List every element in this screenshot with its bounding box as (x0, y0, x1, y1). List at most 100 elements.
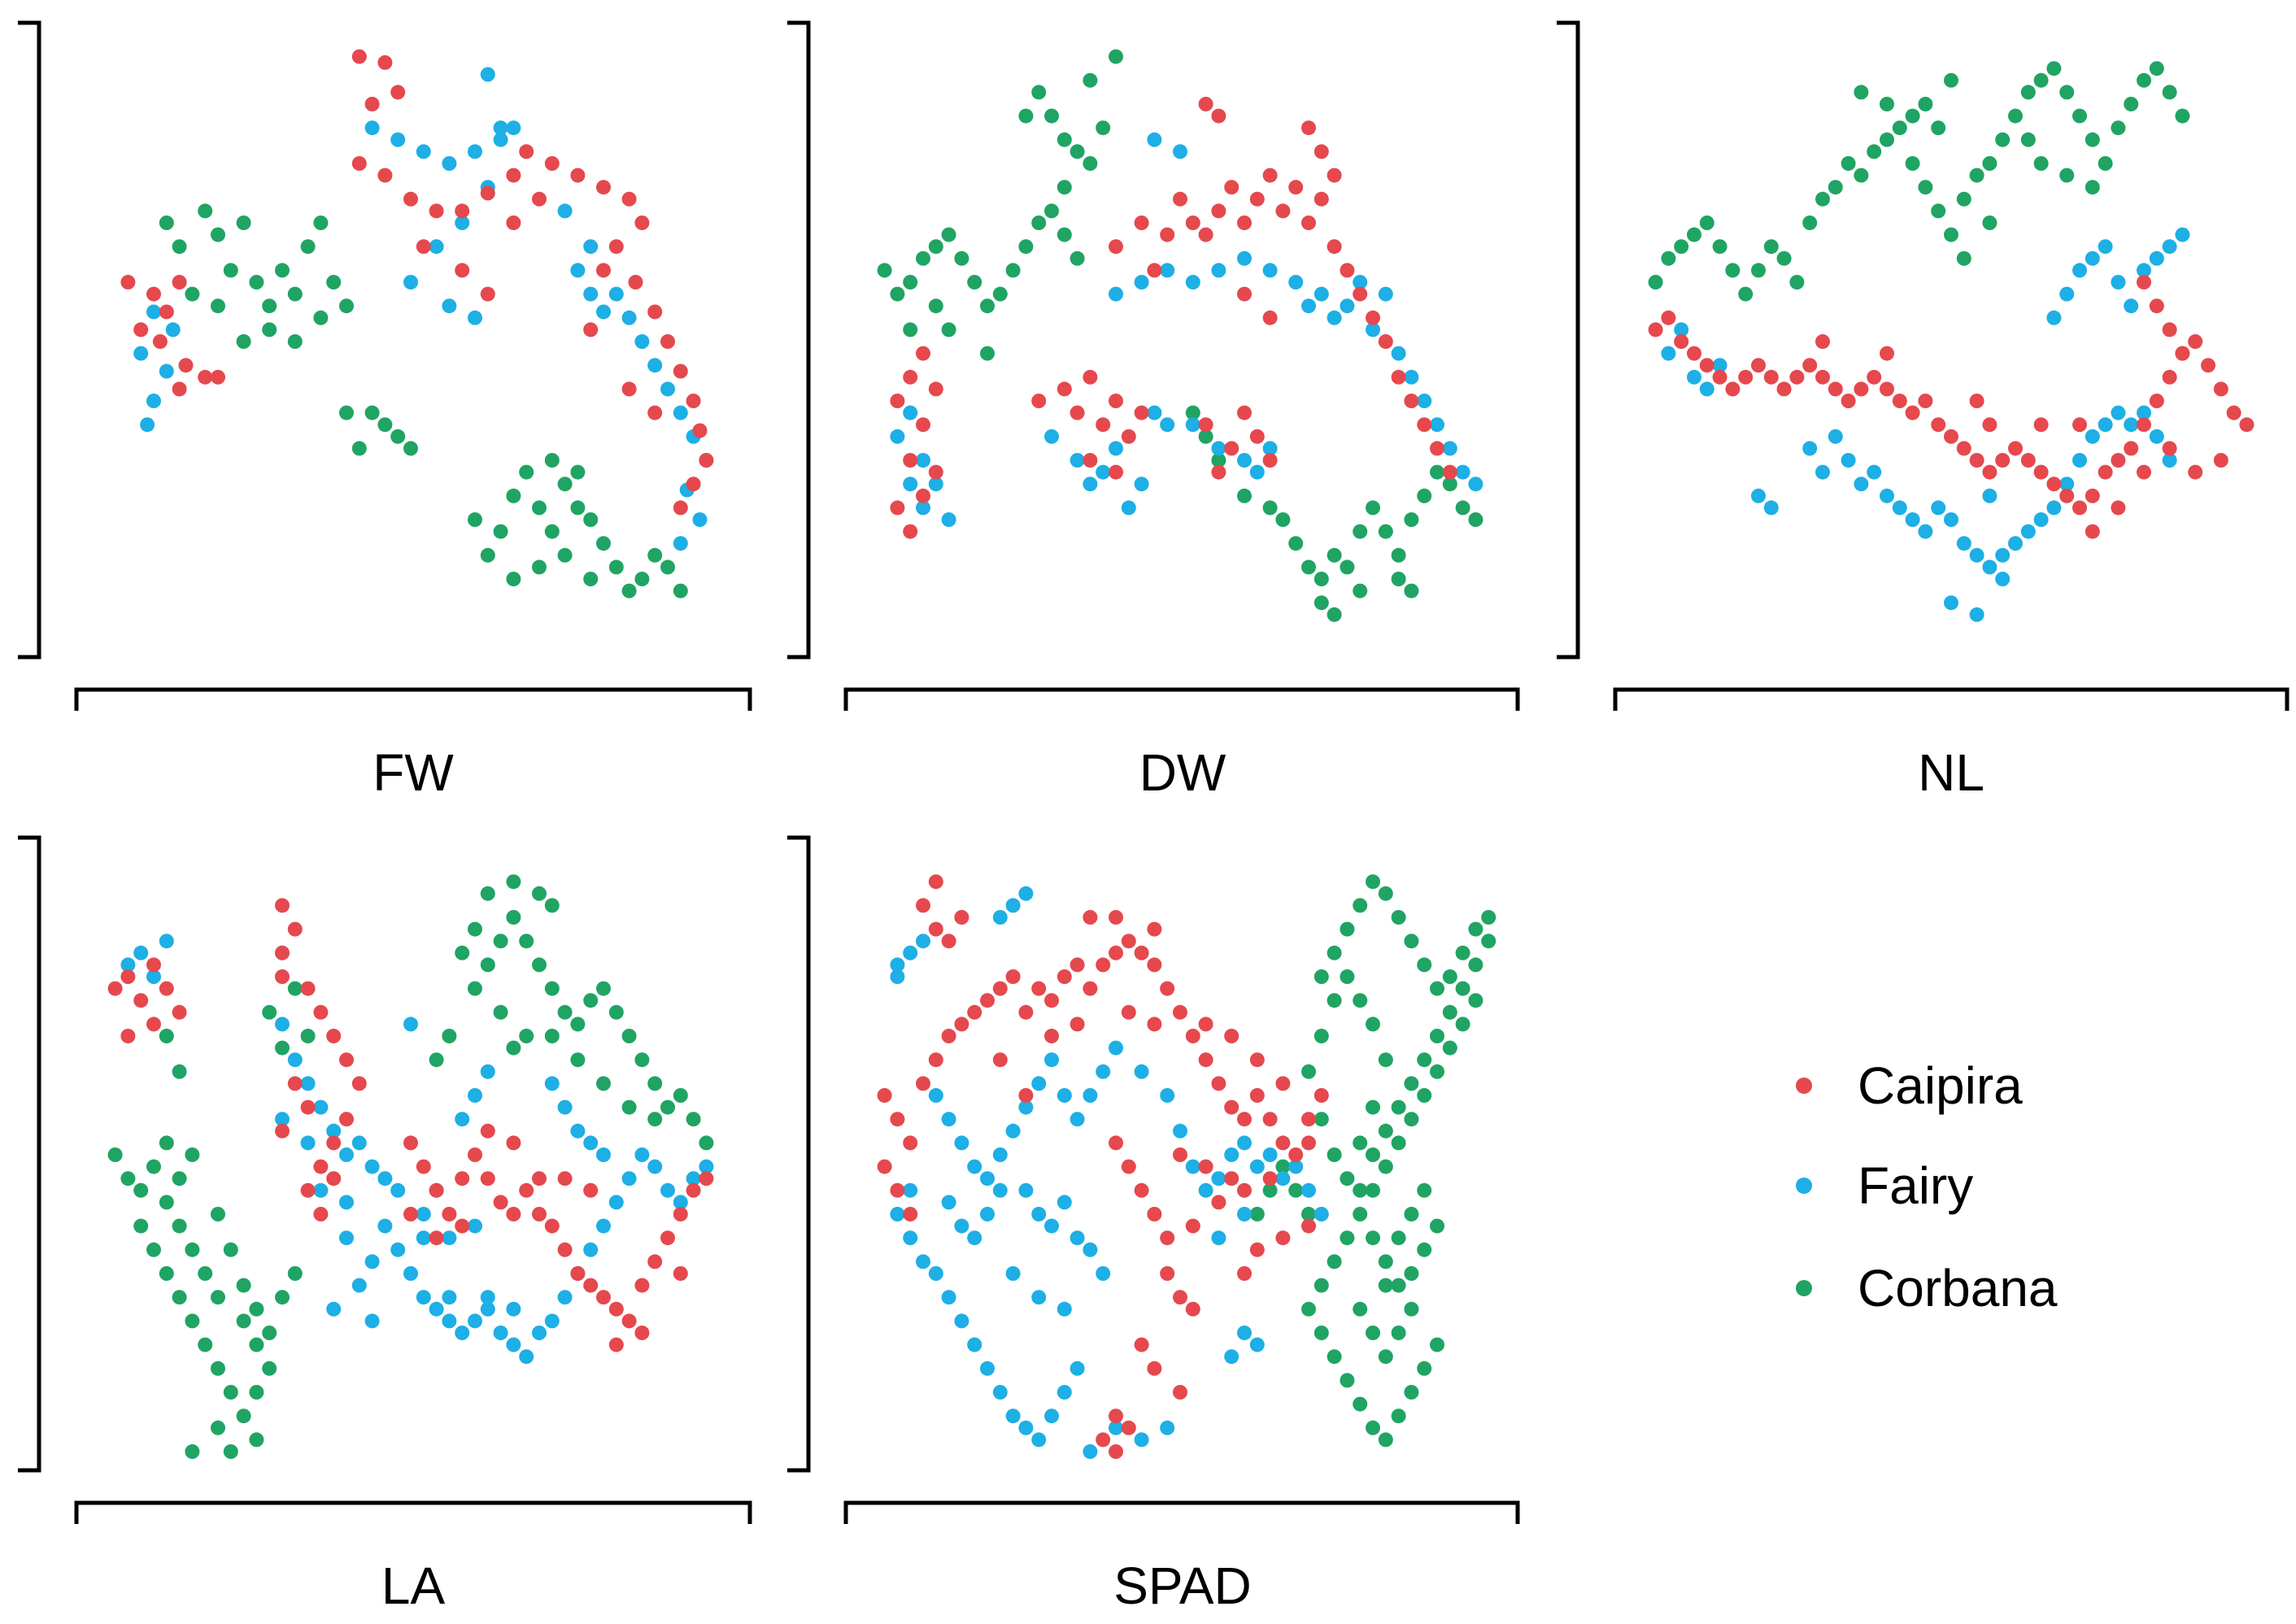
la-point-fairy-39 (686, 1171, 701, 1186)
spad-point-caipira-62 (1096, 1432, 1111, 1448)
nl-point-fairy-22 (1995, 547, 2011, 563)
nl-point-corbana-27 (1995, 132, 2011, 147)
spad-point-corbana-20 (1391, 1135, 1406, 1151)
nl-point-caipira-0 (1661, 310, 1676, 325)
fw-point-corbana-37 (634, 572, 650, 586)
spad-point-fairy-13 (1005, 1123, 1021, 1139)
la-point-corbana-8 (146, 1242, 161, 1257)
spad-point-caipira-43 (1237, 1182, 1252, 1198)
la-point-fairy-36 (647, 1159, 663, 1174)
nl-point-fairy-0 (1661, 346, 1676, 361)
dw-point-fairy-33 (1404, 369, 1419, 385)
nl-point-caipira-42 (2201, 358, 2215, 373)
la-point-corbana-46 (583, 993, 599, 1008)
panel-dw: DW (787, 20, 1520, 802)
spad-point-fairy-75 (1057, 1301, 1072, 1317)
spad-point-caipira-47 (1147, 1207, 1162, 1221)
nl-point-caipira-51 (2085, 524, 2100, 539)
nl-point-caipira-45 (2239, 417, 2255, 433)
nl-point-fairy-14 (1892, 500, 1907, 516)
nl-point-caipira-57 (1815, 334, 1830, 349)
la-point-caipira-50 (673, 1266, 688, 1281)
nl-point-fairy-20 (1969, 547, 1984, 563)
spad-point-corbana-2 (1340, 921, 1355, 937)
nl-point-corbana-46 (1982, 216, 1998, 230)
dw-point-caipira-14 (1096, 417, 1111, 433)
fw-point-corbana-0 (159, 216, 174, 230)
spad-point-fairy-62 (1044, 1408, 1059, 1424)
nl-point-caipira-58 (1880, 346, 1894, 361)
la-point-fairy-5 (275, 1017, 290, 1032)
nl-point-caipira-47 (2188, 464, 2203, 480)
la-point-corbana-9 (159, 1266, 174, 1281)
dw-point-fairy-40 (1327, 310, 1342, 325)
spad-point-fairy-8 (941, 1112, 956, 1127)
spad-point-fairy-32 (1275, 1171, 1291, 1186)
dw-panel-label: DW (1139, 743, 1226, 802)
fw-point-caipira-35 (699, 453, 714, 468)
la-point-fairy-24 (493, 1326, 508, 1340)
fw-point-corbana-31 (557, 477, 573, 492)
spad-point-fairy-71 (890, 1207, 905, 1221)
spad-point-fairy-0 (890, 957, 905, 973)
dw-point-corbana-13 (1044, 203, 1059, 219)
nl-point-caipira-37 (2137, 417, 2151, 433)
dw-point-fairy-13 (1121, 500, 1136, 516)
la-point-fairy-23 (480, 1301, 495, 1317)
dw-point-fairy-22 (1134, 275, 1149, 290)
spad-point-corbana-22 (1366, 1182, 1380, 1198)
spad-point-caipira-12 (928, 1052, 943, 1068)
dw-point-caipira-12 (1083, 369, 1098, 385)
la-point-corbana-71 (262, 1004, 277, 1020)
fw-point-fairy-16 (403, 275, 418, 290)
la-point-corbana-48 (608, 1004, 624, 1020)
spad-point-corbana-15 (1455, 1017, 1470, 1032)
fw-point-corbana-27 (493, 524, 508, 539)
la-point-corbana-59 (570, 1052, 586, 1068)
nl-point-corbana-39 (2149, 61, 2164, 76)
nl-point-corbana-4 (1699, 216, 1714, 230)
fw-point-caipira-36 (686, 477, 701, 492)
spad-point-corbana-66 (1262, 1182, 1278, 1198)
spad-point-caipira-20 (1031, 981, 1047, 996)
nl-point-corbana-53 (1918, 97, 1933, 111)
dw-point-corbana-23 (1070, 144, 1085, 159)
fw-point-fairy-7 (390, 132, 406, 147)
nl-point-fairy-6 (1763, 500, 1779, 516)
nl-point-fairy-16 (1918, 524, 1933, 539)
la-point-corbana-33 (249, 1432, 264, 1448)
dw-point-fairy-28 (1288, 275, 1304, 290)
spad-point-corbana-32 (1366, 1420, 1380, 1435)
fw-point-caipira-6 (178, 358, 194, 373)
dw-point-corbana-25 (1096, 120, 1111, 136)
fw-point-corbana-33 (583, 512, 599, 527)
spad-point-fairy-70 (916, 1254, 930, 1269)
la-x-axis-bracket (74, 1500, 752, 1524)
nl-point-corbana-36 (2111, 120, 2126, 136)
fw-point-corbana-20 (339, 405, 354, 420)
spad-point-fairy-33 (1288, 1159, 1304, 1174)
spad-point-corbana-78 (1404, 1207, 1419, 1221)
fw-point-caipira-12 (390, 85, 406, 100)
dw-point-caipira-53 (1262, 310, 1278, 325)
spad-point-corbana-29 (1327, 1349, 1342, 1365)
la-point-fairy-44 (313, 1182, 329, 1198)
nl-point-fairy-2 (1687, 369, 1701, 385)
nl-point-corbana-24 (1956, 191, 1971, 207)
la-point-corbana-20 (211, 1290, 225, 1305)
spad-point-caipira-31 (1173, 1004, 1187, 1020)
fw-point-caipira-33 (686, 394, 701, 408)
dw-point-corbana-2 (903, 275, 918, 290)
nl-point-corbana-41 (2175, 108, 2190, 124)
dw-point-corbana-45 (1404, 512, 1419, 527)
nl-point-caipira-62 (2072, 417, 2087, 433)
dw-point-caipira-52 (1237, 286, 1252, 302)
la-point-caipira-14 (326, 1029, 342, 1043)
la-panel-label: LA (381, 1557, 446, 1615)
la-point-caipira-37 (544, 1218, 560, 1234)
fw-point-corbana-2 (198, 203, 213, 219)
la-point-corbana-7 (133, 1218, 149, 1234)
spad-point-corbana-69 (1288, 1182, 1304, 1198)
dw-point-caipira-3 (928, 381, 943, 397)
spad-point-corbana-8 (1417, 957, 1432, 973)
